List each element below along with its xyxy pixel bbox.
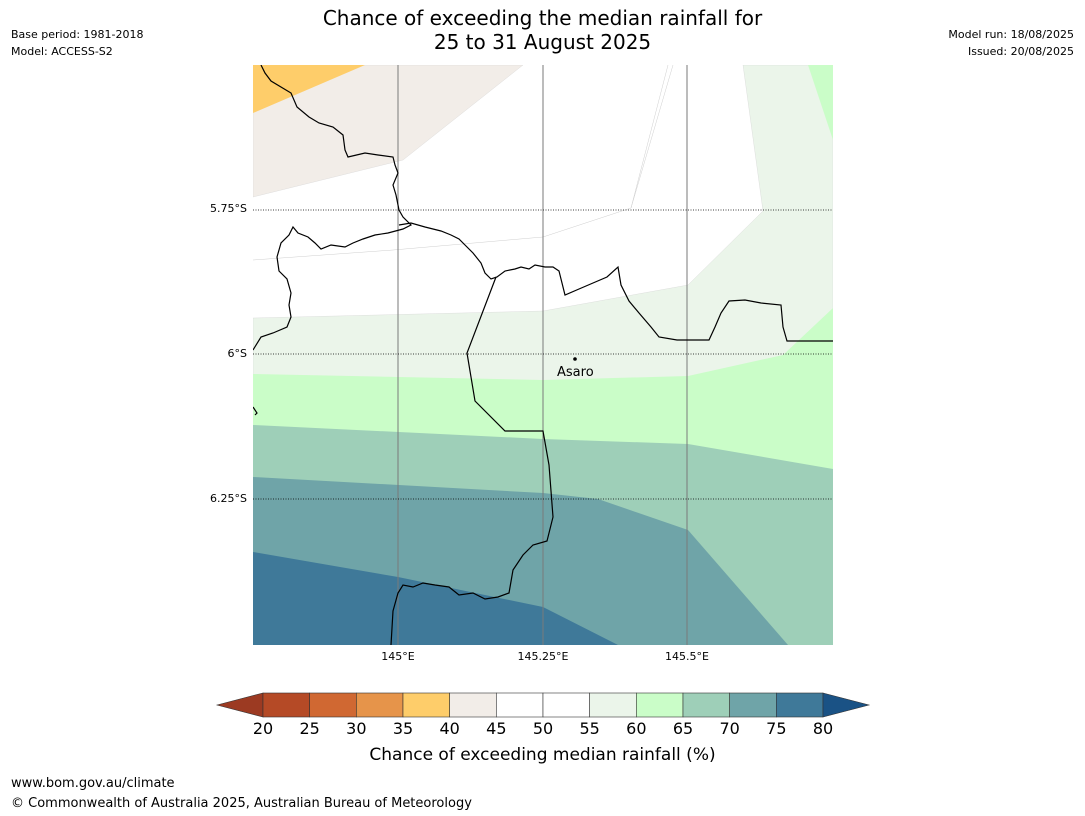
colorbar-tick-label: 30 — [346, 719, 367, 738]
colorbar-tick-label: 75 — [766, 719, 787, 738]
title-line-1: Chance of exceeding the median rainfall … — [322, 6, 763, 30]
colorbar-segment — [729, 692, 777, 718]
colorbar-segment — [636, 692, 684, 718]
colorbar-segment — [262, 692, 310, 718]
colorbar-segment — [402, 692, 450, 718]
boundary-line — [390, 276, 554, 645]
lat-label-6-25: 6.25°S — [210, 492, 247, 505]
colorbar-arrow-high — [822, 692, 871, 718]
lat-label-6: 6°S — [227, 347, 247, 360]
boundary-line — [253, 65, 413, 351]
colorbar-tick-label: 55 — [579, 719, 600, 738]
colorbar-tick-label: 80 — [812, 719, 834, 738]
lon-label-145-25: 145.25°E — [517, 650, 569, 663]
model-text: Model: ACCESS-S2 — [11, 45, 113, 58]
colorbar-arrow-low — [215, 692, 264, 718]
colorbar-segment — [449, 692, 497, 718]
base-period-text: Base period: 1981-2018 — [11, 28, 144, 41]
colorbar-segment — [589, 692, 637, 718]
metadata-right: Model run: 18/08/2025 Issued: 20/08/2025 — [948, 26, 1074, 60]
contour-line — [630, 65, 674, 209]
footer-url[interactable]: www.bom.gov.au/climate — [11, 776, 175, 791]
colorbar-tick-label: 65 — [672, 719, 694, 738]
lon-label-145-5: 145.5°E — [665, 650, 709, 663]
colorbar-segment — [496, 692, 544, 718]
lon-label-145: 145°E — [381, 650, 415, 663]
asaro-marker-icon — [573, 357, 577, 361]
colorbar-tick-label: 70 — [719, 719, 740, 738]
boundary-line — [398, 222, 833, 342]
colorbar — [215, 692, 871, 718]
issued-text: Issued: 20/08/2025 — [967, 45, 1074, 58]
colorbar-tick-label: 45 — [486, 719, 507, 738]
colorbar-tick-label: 60 — [626, 719, 647, 738]
colorbar-segment — [682, 692, 730, 718]
colorbar-tick-label: 25 — [299, 719, 320, 738]
colorbar-tick-label: 40 — [439, 719, 460, 738]
colorbar-segment — [776, 692, 824, 718]
lat-label-5-75: 5.75°S — [210, 202, 247, 215]
boundary-line — [253, 406, 258, 416]
colorbar-segment — [356, 692, 404, 718]
title-line-2: 25 to 31 August 2025 — [433, 30, 652, 54]
colorbar-tick-label: 20 — [252, 719, 274, 738]
colorbar-caption: Chance of exceeding median rainfall (%) — [369, 745, 716, 765]
colorbar-segment — [542, 692, 590, 718]
map-title: Chance of exceeding the median rainfall … — [0, 6, 1085, 54]
colorbar-tick-label: 50 — [532, 719, 554, 738]
model-run-text: Model run: 18/08/2025 — [948, 28, 1074, 41]
colorbar-segment — [309, 692, 357, 718]
band-35-40 — [253, 65, 365, 113]
colorbar-tick-label: 35 — [392, 719, 414, 738]
band-60-65-top — [808, 65, 833, 140]
footer-copyright: © Commonwealth of Australia 2025, Austra… — [11, 796, 472, 811]
rainfall-map — [253, 65, 833, 645]
place-label-asaro: Asaro — [557, 365, 594, 380]
metadata-left: Base period: 1981-2018 Model: ACCESS-S2 — [11, 26, 143, 60]
band-75-80 — [253, 552, 618, 645]
band-40-45 — [253, 65, 524, 198]
